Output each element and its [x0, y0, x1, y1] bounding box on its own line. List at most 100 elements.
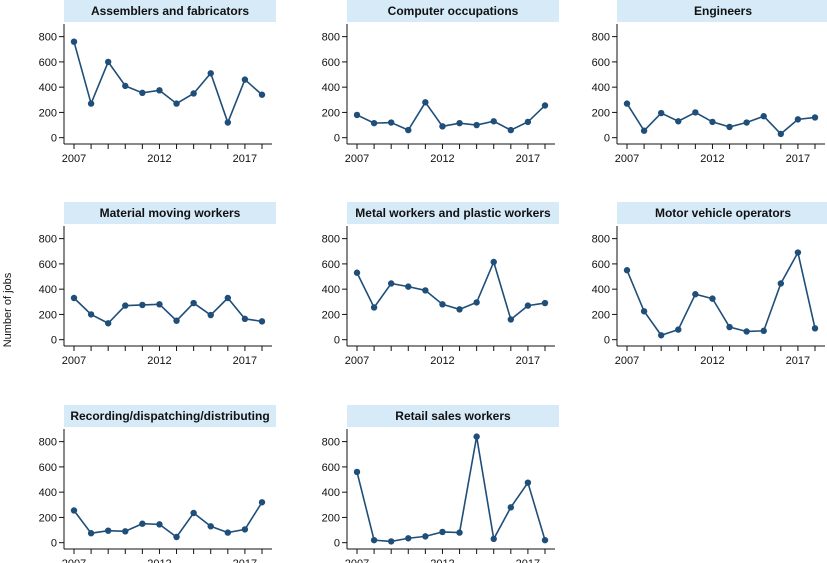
data-point-2014 — [473, 433, 480, 440]
data-point-2007 — [353, 468, 361, 476]
y-tick-label: 800 — [39, 437, 57, 449]
panel-title-banner — [617, 0, 827, 22]
data-point-2008 — [370, 536, 378, 544]
x-tick-label: 2017 — [233, 355, 257, 367]
series-line — [73, 296, 263, 325]
data-point-2010 — [405, 283, 412, 290]
data-point-2014 — [473, 121, 480, 129]
data-point-2010 — [122, 82, 129, 90]
data-point-2012 — [156, 87, 163, 94]
data-point-2014 — [743, 328, 750, 335]
data-point-2011 — [692, 109, 699, 116]
data-point-2014 — [473, 299, 480, 306]
series-line — [73, 41, 263, 125]
panel-title-banner — [64, 202, 276, 224]
data-point-2010 — [675, 326, 682, 333]
panel-title: Metal workers and plastic workers — [355, 206, 551, 220]
panel-engineers: Engineers 0 200 400 600 800 2007 2012 2017 — [592, 0, 827, 165]
y-tick-label: 0 — [334, 335, 340, 347]
data-point-2016 — [224, 119, 232, 126]
data-point-2017 — [794, 116, 802, 123]
data-point-2010 — [122, 528, 129, 535]
y-axis-title: Number of jobs — [2, 272, 14, 347]
data-point-2013 — [173, 533, 180, 541]
y-tick-label: 400 — [322, 82, 340, 94]
x-tick-label: 2017 — [786, 153, 810, 165]
panels-group: Assemblers and fabricators 0 200 400 600 800 2… — [39, 0, 827, 563]
data-point-2018 — [811, 325, 819, 332]
panel-title: Motor vehicle operators — [655, 206, 791, 220]
data-point-2016 — [224, 529, 232, 536]
y-tick-label: 600 — [322, 259, 340, 271]
y-tick-label: 200 — [39, 512, 57, 524]
y-tick-label: 0 — [604, 133, 610, 145]
data-point-2008 — [640, 308, 648, 315]
y-tick-label: 800 — [592, 234, 610, 246]
series-line — [356, 100, 546, 132]
data-point-2016 — [777, 280, 785, 287]
x-tick-label: 2012 — [430, 355, 454, 367]
series-line — [626, 250, 816, 337]
y-tick-label: 400 — [322, 284, 340, 296]
data-point-2007 — [353, 269, 361, 276]
panel-retail-sales-workers: Retail sales workers 0 200 400 600 800 2007 201… — [322, 405, 559, 563]
data-point-2011 — [139, 301, 146, 309]
panel-title-banner — [64, 405, 276, 427]
data-point-2011 — [692, 291, 699, 298]
data-point-2007 — [70, 507, 78, 514]
y-tick-label: 0 — [334, 133, 340, 145]
panel-title: Engineers — [694, 4, 752, 18]
data-point-2018 — [541, 102, 549, 109]
data-point-2009 — [104, 58, 112, 66]
data-point-2010 — [122, 302, 129, 309]
data-point-2015 — [207, 523, 214, 530]
panel-title: Material moving workers — [100, 206, 241, 220]
y-tick-label: 0 — [604, 335, 610, 347]
y-tick-label: 600 — [39, 57, 57, 69]
data-point-2007 — [70, 294, 78, 302]
data-point-2011 — [422, 533, 429, 540]
y-tick-label: 800 — [322, 234, 340, 246]
panel-title: Computer occupations — [388, 4, 519, 18]
panel-material-moving-workers: Material moving workers 0 200 400 600 800 2007… — [39, 202, 276, 367]
data-point-2009 — [104, 527, 112, 534]
data-point-2008 — [87, 530, 95, 537]
data-point-2011 — [139, 89, 146, 97]
data-point-2009 — [387, 280, 395, 287]
y-tick-label: 800 — [592, 32, 610, 44]
data-point-2011 — [422, 99, 429, 106]
data-point-2008 — [370, 119, 378, 127]
data-point-2017 — [524, 302, 532, 309]
x-tick-label: 2017 — [516, 558, 540, 563]
data-point-2009 — [657, 109, 665, 117]
data-point-2017 — [241, 315, 249, 323]
data-point-2014 — [190, 299, 197, 307]
x-tick-label: 2007 — [62, 355, 86, 367]
data-point-2018 — [541, 299, 549, 307]
data-point-2008 — [640, 127, 648, 134]
y-tick-label: 600 — [592, 259, 610, 271]
x-tick-label: 2007 — [345, 558, 369, 563]
data-point-2010 — [405, 535, 412, 542]
data-point-2013 — [456, 529, 463, 536]
data-point-2015 — [207, 311, 214, 319]
data-point-2009 — [387, 538, 395, 545]
data-point-2014 — [190, 90, 197, 97]
data-point-2012 — [156, 301, 163, 308]
x-tick-label: 2012 — [147, 558, 171, 563]
y-tick-label: 0 — [51, 538, 57, 550]
data-point-2007 — [623, 267, 631, 274]
data-point-2013 — [173, 100, 180, 107]
data-point-2016 — [224, 294, 232, 302]
x-tick-label: 2007 — [345, 355, 369, 367]
data-point-2012 — [709, 118, 716, 126]
panel-title: Assemblers and fabricators — [91, 4, 249, 18]
x-tick-label: 2007 — [62, 153, 86, 165]
panel-metal-workers-and-plastic-workers: Metal workers and plastic workers 0 200 400… — [322, 202, 559, 367]
data-point-2018 — [258, 91, 266, 98]
data-point-2008 — [87, 311, 95, 318]
panel-motor-vehicle-operators: Motor vehicle operators 0 200 400 600 800 2007… — [592, 202, 827, 367]
series-line — [73, 501, 263, 539]
data-point-2017 — [241, 76, 249, 83]
